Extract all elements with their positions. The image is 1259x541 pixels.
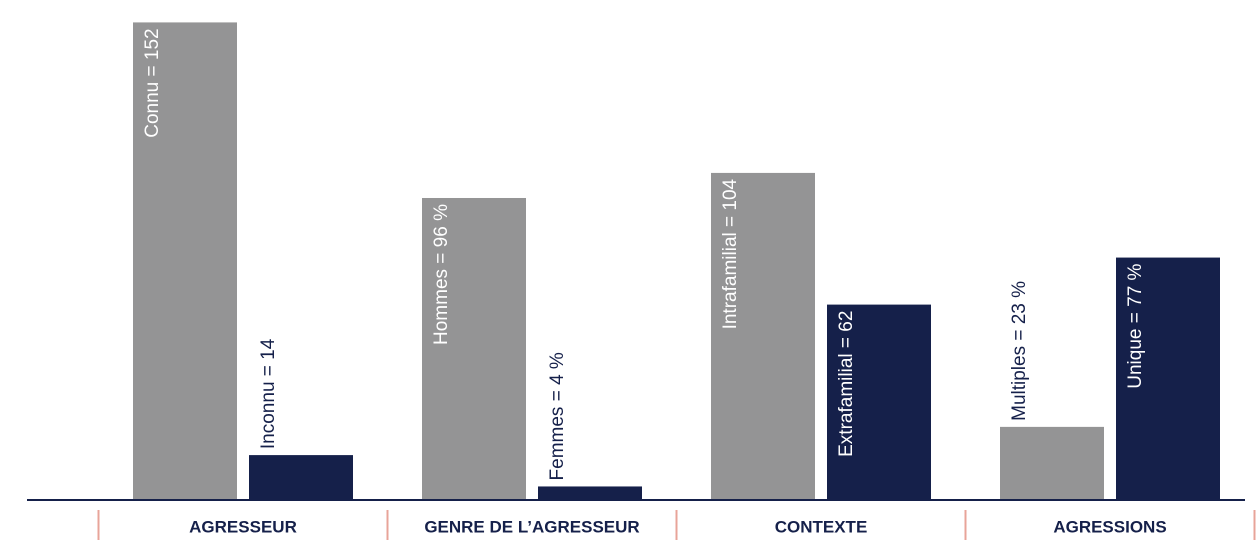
value-label: Extrafamilial = 62: [836, 311, 857, 457]
value-label: Multiples = 23 %: [1009, 281, 1030, 421]
value-label: Hommes = 96 %: [431, 204, 452, 345]
bar: [711, 172, 815, 500]
value-label: Connu = 152: [142, 28, 163, 137]
category-label: GENRE DE L’AGRESSEUR: [424, 517, 639, 536]
bar: [133, 22, 237, 499]
bar: [827, 304, 931, 499]
value-label: Femmes = 4 %: [547, 352, 568, 480]
category-label: AGRESSIONS: [1053, 517, 1166, 536]
category-label: AGRESSEUR: [189, 517, 297, 536]
bar: [1000, 426, 1104, 499]
value-label: Intrafamilial = 104: [720, 178, 741, 329]
value-label: Inconnu = 14: [258, 338, 279, 449]
bar: [422, 197, 526, 500]
category-label: CONTEXTE: [775, 517, 868, 536]
bar: [249, 455, 353, 499]
value-label: Unique = 77 %: [1125, 263, 1146, 388]
bar: [1116, 257, 1220, 499]
bar: [538, 486, 642, 499]
